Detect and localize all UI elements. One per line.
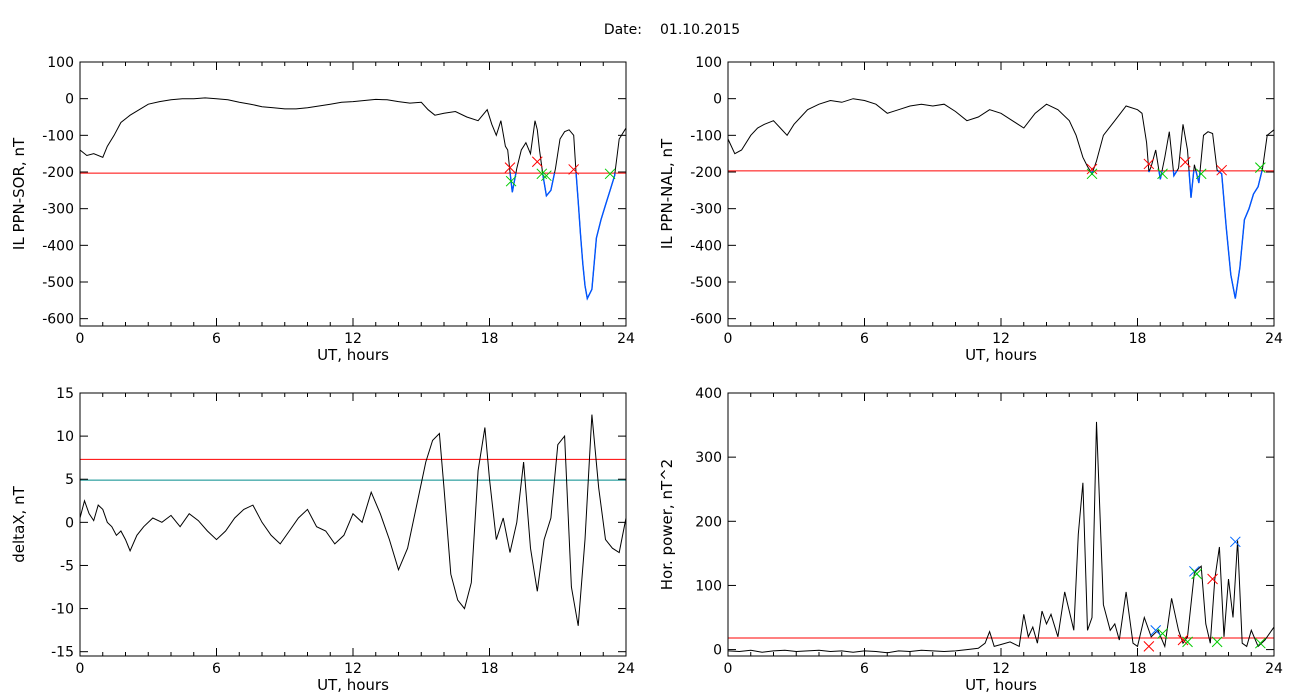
y-tick-label: 100 [695,55,722,71]
x-tick-label: 18 [481,661,499,677]
marker-9 [1211,636,1223,648]
x-tick-label: 6 [212,661,221,677]
x-tick-label: 24 [1265,331,1283,347]
x-tick-label: 18 [481,331,499,347]
x-tick-label: 12 [344,331,362,347]
x-tick-label: 24 [1265,661,1283,677]
y-tick-label: -400 [42,238,74,254]
y-tick-label: 0 [65,92,74,108]
y-tick-label: -100 [42,128,74,144]
x-tick-label: 6 [860,331,869,347]
marker-8 [1254,162,1266,173]
y-tick-label: -300 [690,202,722,218]
y-tick-label: 5 [65,472,74,488]
y-tick-label: 0 [713,643,722,659]
series-line-1 [80,97,626,301]
y-tick-label: 0 [713,92,722,108]
x-tick-label: 0 [76,331,85,347]
x-tick-label: 6 [212,331,221,347]
y-tick-label: -300 [42,202,74,218]
y-axis-label: IL PPN-NAL, nT [658,138,676,249]
marker-6 [568,164,580,175]
y-tick-label: 200 [695,514,722,530]
x-tick-label: 0 [724,331,733,347]
marker-3 [1143,158,1155,170]
y-tick-label: 0 [65,515,74,531]
series-below-threshold [509,173,616,301]
x-tick-label: 18 [1129,661,1147,677]
x-tick-label: 0 [76,661,85,677]
y-tick-label: -5 [60,558,74,574]
y-tick-label: 100 [47,55,74,71]
marker-2 [505,175,517,187]
y-tick-label: -100 [690,128,722,144]
y-tick-label: -200 [42,165,74,181]
x-axis-label: UT, hours [965,346,1037,364]
y-tick-label: -600 [42,312,74,328]
marker-7 [1216,164,1228,176]
marker-5 [1182,636,1193,648]
x-tick-label: 6 [860,661,869,677]
series-line-1 [728,421,1274,654]
axes-frame [727,61,1275,327]
marker-3 [1157,628,1168,639]
chart-panel-ppn-nal: 0 6 12 18 24 100 0 -100 -200 -300 -400 -500 -600 UT, … [658,55,1283,364]
marker-5 [541,170,552,182]
y-tick-label: 15 [56,386,74,402]
axes-frame [727,392,1275,657]
y-tick-label: 10 [56,429,74,445]
date-label: Date: [604,22,642,38]
axes-frame [79,392,627,657]
marker-3 [531,156,543,168]
y-tick-label: 300 [695,450,722,466]
y-axis-label: IL PPN-SOR, nT [10,137,28,250]
x-axis-label: UT, hours [317,676,389,694]
marker-11 [1254,637,1266,649]
chart-panel-ppn-sor: 0 6 12 18 24 100 0 -100 -200 -300 -400 -500 -600 UT, … [10,55,635,364]
y-tick-label: 100 [695,578,722,594]
y-tick-label: -600 [690,312,722,328]
y-tick-label: -500 [42,275,74,291]
x-tick-label: 24 [617,661,635,677]
series-below-threshold [1089,170,1263,299]
chart-panel-deltax: 0 6 12 18 24 15 10 5 0 -5 -10 -15 UT, hours deltaX, n… [10,386,635,694]
marker-10 [1229,536,1241,548]
y-tick-label: -400 [690,238,722,254]
y-tick-label: -500 [690,275,722,291]
marker-5 [1179,156,1191,168]
marker-7 [1191,568,1203,580]
marker-6 [1195,168,1207,180]
series-line-1 [728,98,1274,299]
marker-1 [1143,641,1155,652]
x-axis-label: UT, hours [317,346,389,364]
marker-1 [1086,163,1098,175]
marker-2 [1086,168,1098,180]
y-axis-label: Hor. power, nT^2 [658,459,676,590]
x-tick-label: 24 [617,331,635,347]
marker-1 [504,162,516,173]
x-axis-label: UT, hours [965,676,1037,694]
y-tick-label: -10 [51,602,74,618]
series-line-1 [80,414,626,626]
y-tick-label: 400 [695,386,722,402]
marker-8 [1207,573,1218,585]
x-tick-label: 0 [724,661,733,677]
x-tick-label: 12 [992,331,1010,347]
y-tick-label: -200 [690,165,722,181]
chart-panel-hor-power: 0 6 12 18 24 400 300 200 100 0 UT, hours Hor. power… [658,386,1283,694]
marker-2 [1150,624,1162,636]
marker-4 [1157,168,1168,180]
date-value: 01.10.2015 [660,22,740,38]
x-tick-label: 12 [992,661,1010,677]
x-tick-label: 18 [1129,331,1147,347]
y-axis-label: deltaX, nT [10,485,28,562]
marker-7 [604,168,616,180]
x-tick-label: 12 [344,661,362,677]
y-tick-label: -15 [51,645,74,661]
